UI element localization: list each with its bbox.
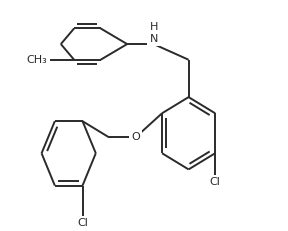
Text: CH₃: CH₃ [27,55,48,65]
Text: O: O [131,132,140,142]
Text: Cl: Cl [77,218,88,228]
Text: Cl: Cl [210,177,221,187]
Text: H
N: H N [149,22,158,44]
